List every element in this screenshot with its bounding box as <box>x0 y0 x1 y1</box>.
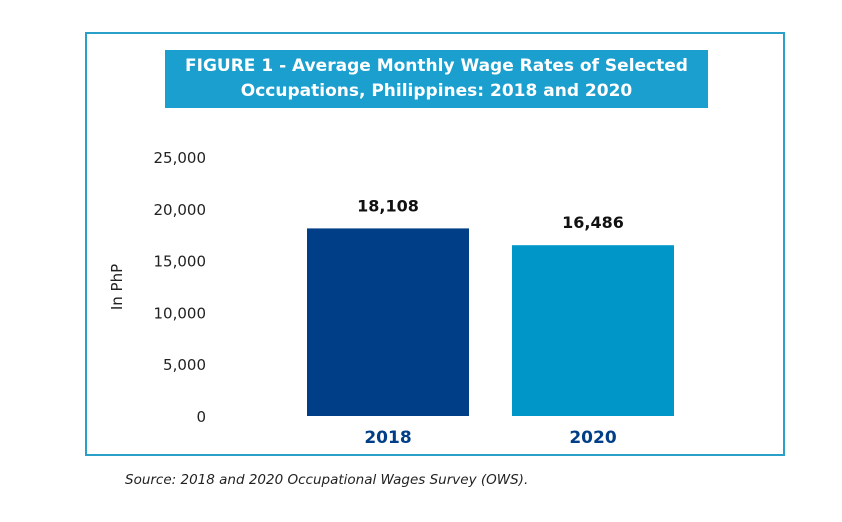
data-label-2020: 16,486 <box>562 213 624 232</box>
category-label-2018: 2018 <box>364 428 411 448</box>
y-tick-label: 15,000 <box>154 253 207 271</box>
y-axis-label: In PhP <box>108 264 126 310</box>
bar-2018 <box>307 228 469 416</box>
chart-title-line-2: Occupations, Philippines: 2018 and 2020 <box>240 81 633 101</box>
y-tick-label: 0 <box>196 408 206 426</box>
source-note: Source: 2018 and 2020 Occupational Wages… <box>125 472 529 488</box>
y-tick-label: 5,000 <box>163 356 206 374</box>
chart-title-line-1: FIGURE 1 - Average Monthly Wage Rates of… <box>185 56 688 76</box>
data-label-2018: 18,108 <box>357 196 419 215</box>
y-tick-label: 25,000 <box>154 149 207 167</box>
y-tick-label: 10,000 <box>154 304 207 322</box>
chart-title: FIGURE 1 - Average Monthly Wage Rates of… <box>165 50 708 108</box>
category-label-2020: 2020 <box>569 428 616 448</box>
y-tick-label: 20,000 <box>154 201 207 219</box>
bar-2020 <box>512 245 674 416</box>
